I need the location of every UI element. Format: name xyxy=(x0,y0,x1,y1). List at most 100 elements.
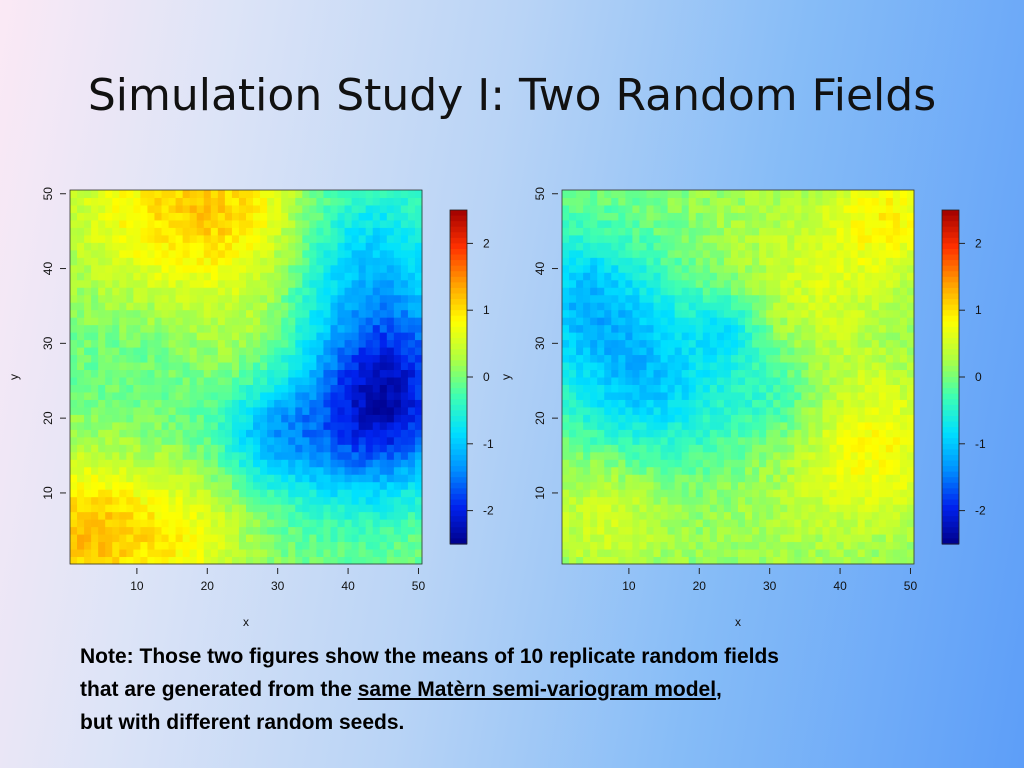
heatmap-cell xyxy=(323,354,331,363)
heatmap-cell xyxy=(843,309,852,318)
heatmap-cell xyxy=(253,414,261,423)
heatmap-cell xyxy=(154,549,163,558)
heatmap-cell xyxy=(660,511,669,520)
heatmap-cell xyxy=(105,444,113,453)
heatmap-cell xyxy=(316,391,324,400)
heatmap-cell xyxy=(407,294,416,303)
heatmap-cell xyxy=(246,414,254,423)
heatmap-cell xyxy=(780,219,788,228)
heatmap-cell xyxy=(752,519,760,528)
heatmap-cell xyxy=(808,451,816,460)
heatmap-cell xyxy=(246,264,254,273)
heatmap-cell xyxy=(674,436,683,445)
heatmap-cell xyxy=(892,391,901,400)
heatmap-cell xyxy=(400,294,409,303)
heatmap-cell xyxy=(168,414,177,423)
heatmap-cell xyxy=(302,436,310,445)
heatmap-cell xyxy=(878,384,887,393)
heatmap-cell xyxy=(604,287,612,296)
heatmap-cell xyxy=(857,287,866,296)
heatmap-cell xyxy=(892,429,901,438)
heatmap-cell xyxy=(175,264,184,273)
heatmap-cell xyxy=(906,257,915,266)
heatmap-cell xyxy=(267,347,275,356)
heatmap-cell xyxy=(878,466,887,475)
heatmap-cell xyxy=(871,272,880,281)
y-tick-label: 10 xyxy=(41,486,55,500)
heatmap-cell xyxy=(224,451,233,460)
heatmap-cell xyxy=(407,309,416,318)
heatmap-cell xyxy=(730,339,739,348)
heatmap-cell xyxy=(217,332,226,341)
heatmap-cell xyxy=(745,406,753,415)
heatmap-cell xyxy=(632,317,640,326)
heatmap-cell xyxy=(562,406,570,415)
colorbar-swatch xyxy=(450,237,467,244)
heatmap-cell xyxy=(407,481,416,490)
heatmap-cell xyxy=(611,249,619,258)
heatmap-cell xyxy=(231,234,240,243)
heatmap-cell xyxy=(260,234,268,243)
heatmap-cell xyxy=(716,377,725,385)
heatmap-cell xyxy=(878,459,887,468)
heatmap-cell xyxy=(597,436,605,445)
heatmap-cell xyxy=(147,384,155,393)
heatmap-cell xyxy=(84,384,92,393)
heatmap-cell xyxy=(850,436,859,445)
heatmap-cell xyxy=(899,309,908,318)
heatmap-cell xyxy=(906,511,915,520)
heatmap-cell xyxy=(337,556,346,565)
heatmap-cell xyxy=(70,421,78,430)
heatmap-cell xyxy=(281,519,289,528)
heatmap-cell xyxy=(625,302,633,311)
heatmap-cell xyxy=(801,384,809,393)
heatmap-cell xyxy=(885,287,894,296)
heatmap-cell xyxy=(260,227,268,236)
heatmap-cell xyxy=(709,474,718,483)
heatmap-cell xyxy=(386,287,395,296)
heatmap-cell xyxy=(70,541,78,550)
heatmap-cell xyxy=(695,406,704,415)
heatmap-cell xyxy=(892,309,901,318)
heatmap-cell xyxy=(738,354,746,363)
heatmap-cell xyxy=(281,339,289,348)
heatmap-cell xyxy=(738,384,746,393)
colorbar-swatch xyxy=(450,454,467,462)
heatmap-cell xyxy=(196,406,205,415)
heatmap-cell xyxy=(210,466,219,475)
heatmap-cell xyxy=(759,384,767,393)
heatmap-cell xyxy=(759,302,767,311)
heatmap-cell xyxy=(133,347,141,356)
heatmap-cell xyxy=(414,204,423,213)
heatmap-cell xyxy=(632,541,640,550)
heatmap-cell xyxy=(766,399,774,408)
heatmap-cell xyxy=(794,332,802,341)
heatmap-cell xyxy=(358,242,367,251)
heatmap-cell xyxy=(330,377,339,385)
heatmap-cell xyxy=(801,339,809,348)
heatmap-cell xyxy=(203,234,212,243)
heatmap-cell xyxy=(344,302,353,311)
heatmap-cell xyxy=(91,489,99,498)
heatmap-cell xyxy=(794,219,802,228)
heatmap-cell xyxy=(217,534,226,543)
heatmap-cell xyxy=(808,556,816,565)
heatmap-cell xyxy=(112,227,120,236)
heatmap-cell xyxy=(801,294,809,303)
heatmap-cell xyxy=(351,466,360,475)
heatmap-cell xyxy=(98,204,106,213)
heatmap-cell xyxy=(105,429,113,438)
heatmap-cell xyxy=(611,264,619,273)
heatmap-cell xyxy=(344,526,353,535)
heatmap-cell xyxy=(864,436,873,445)
heatmap-cell xyxy=(203,466,212,475)
heatmap-cell xyxy=(892,242,901,251)
heatmap-cell xyxy=(77,556,85,565)
heatmap-cell xyxy=(393,541,402,550)
heatmap-cell xyxy=(604,362,612,371)
heatmap-cell xyxy=(379,242,388,251)
colorbar-swatch xyxy=(450,226,467,233)
heatmap-cell xyxy=(126,272,134,281)
heatmap-cell xyxy=(759,264,767,273)
heatmap-cell xyxy=(77,324,85,333)
